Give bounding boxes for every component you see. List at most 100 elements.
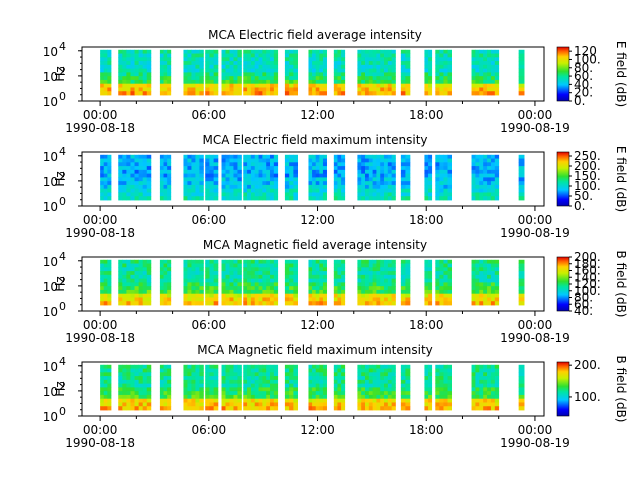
spectrogram-cell [237, 263, 242, 268]
spectrogram-cell [159, 87, 164, 92]
spectrogram-cell [262, 398, 267, 403]
spectrogram-cell [247, 72, 252, 77]
spectrogram-cell [191, 293, 196, 298]
spectrogram-cell [199, 53, 204, 58]
spectrogram-cell [315, 271, 320, 276]
spectrogram-cell [122, 188, 127, 193]
spectrogram-cell [270, 289, 275, 295]
spectrogram-cell [365, 259, 370, 264]
spectrogram-cell [376, 72, 381, 77]
spectrogram-cell [333, 177, 338, 182]
spectrogram-cell [372, 376, 377, 381]
spectrogram-cell [289, 188, 294, 193]
spectrogram-cell [225, 398, 230, 403]
spectrogram-cell [103, 372, 108, 377]
spectrogram-cell [308, 364, 313, 369]
spectrogram-cell [183, 192, 188, 197]
spectrogram-cell [471, 379, 476, 385]
spectrogram-cell [479, 282, 484, 287]
spectrogram-cell [167, 406, 172, 411]
spectrogram-cell [376, 364, 381, 369]
spectrogram-cell [490, 368, 496, 373]
spectrogram-cell [337, 184, 342, 190]
spectrogram-cell [380, 391, 385, 396]
spectrogram-cell [376, 394, 381, 400]
spectrogram-cell [225, 61, 230, 66]
spectrogram-cell [209, 391, 215, 396]
spectrogram-cell [100, 68, 105, 73]
spectrogram-cell [163, 372, 168, 377]
spectrogram-cell [159, 278, 164, 283]
spectrogram-cell [191, 91, 196, 96]
spectrogram-cell [205, 158, 210, 163]
spectrogram-cell [126, 271, 131, 276]
spectrogram-cell [293, 192, 298, 197]
spectrogram-cell [146, 259, 152, 264]
colorbar-tick-label: 60. [574, 297, 593, 311]
spectrogram-cell [361, 278, 366, 283]
spectrogram-cell [254, 154, 259, 159]
spectrogram-cell [146, 173, 152, 178]
spectrogram-cell [134, 402, 140, 407]
spectrogram-cell [289, 72, 294, 77]
spectrogram-cell [247, 368, 252, 373]
spectrogram-cell [199, 383, 204, 388]
spectrogram-cell [254, 263, 259, 268]
spectrogram-cell [312, 169, 317, 175]
data-segment [118, 364, 152, 411]
spectrogram-cell [391, 173, 396, 178]
spectrogram-cell [191, 387, 196, 392]
spectrogram-cell [387, 166, 393, 171]
spectrogram-cell [229, 274, 234, 280]
spectrogram-cell [435, 184, 440, 190]
x-tick-date: 1990-08-19 [500, 436, 570, 450]
spectrogram-cell [365, 184, 370, 190]
spectrogram-cell [319, 398, 324, 403]
spectrogram-cell [435, 49, 440, 54]
spectrogram-cell [400, 387, 406, 392]
spectrogram-cell [258, 166, 263, 171]
spectrogram-cell [118, 387, 123, 392]
spectrogram-cell [118, 398, 123, 403]
spectrogram-cell [118, 271, 123, 276]
spectrogram-cell [191, 383, 196, 388]
spectrogram-cell [494, 76, 500, 81]
spectrogram-cell [191, 274, 196, 280]
data-segment [183, 154, 204, 201]
spectrogram-cell [487, 398, 492, 403]
spectrogram-cell [289, 91, 294, 96]
spectrogram-cell [284, 289, 290, 295]
spectrogram-cell [273, 259, 279, 264]
spectrogram-cell [262, 173, 267, 178]
spectrogram-cell [195, 169, 200, 175]
spectrogram-cell [337, 394, 342, 400]
spectrogram-cell [233, 68, 238, 73]
spectrogram-cell [319, 53, 324, 58]
spectrogram-cell [103, 297, 108, 302]
spectrogram-cell [376, 286, 381, 291]
spectrogram-cell [107, 387, 112, 392]
spectrogram-cell [475, 406, 480, 411]
spectrogram-cell [361, 406, 366, 411]
spectrogram-cell [213, 154, 219, 159]
spectrogram-cell [187, 154, 192, 159]
spectrogram-cell [479, 267, 484, 272]
spectrogram-cell [107, 372, 112, 377]
plot-frame [81, 46, 545, 102]
y-tick-exponent: 2 [59, 275, 66, 288]
spectrogram-cell [134, 372, 140, 377]
spectrogram-cell [322, 297, 327, 302]
spectrogram-cell [167, 169, 172, 175]
spectrogram-cell [341, 79, 346, 85]
spectrogram-cell [225, 87, 230, 92]
spectrogram-cell [479, 166, 484, 171]
spectrogram-cell [130, 57, 135, 62]
spectrogram-cell [372, 64, 377, 70]
spectrogram-cell [471, 57, 476, 62]
spectrogram-cell [243, 177, 248, 182]
spectrogram-cell [199, 76, 204, 81]
spectrogram-cell [138, 166, 144, 171]
spectrogram-cell [341, 61, 346, 66]
spectrogram-cell [384, 263, 389, 268]
spectrogram-cell [213, 263, 219, 268]
